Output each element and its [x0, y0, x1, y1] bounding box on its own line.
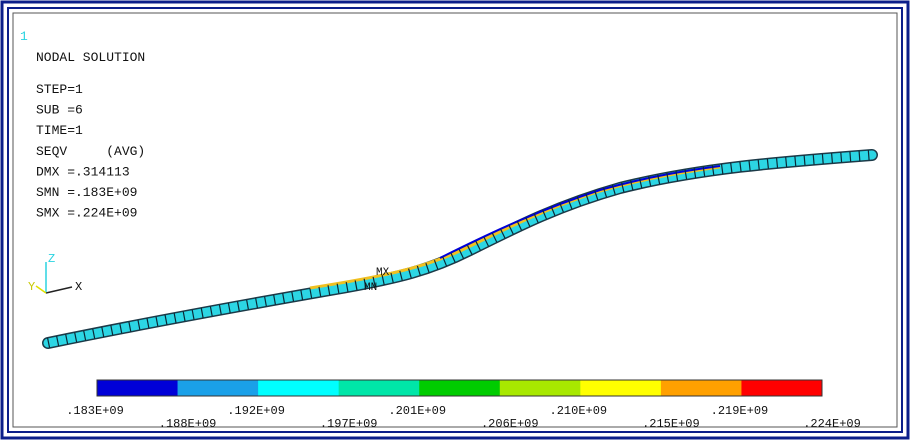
legend-label: .215E+09	[642, 417, 700, 431]
ansys-graphics-window: 1 NODAL SOLUTION STEP=1 SUB =6 TIME=1 SEQV …	[0, 0, 910, 440]
legend-swatch	[97, 380, 178, 396]
legend-swatch	[339, 380, 420, 396]
legend-label: .197E+09	[320, 417, 378, 431]
max-marker: MX	[376, 267, 390, 279]
info-line: SMN =.183E+09	[36, 185, 137, 200]
legend-label: .192E+09	[227, 404, 285, 418]
info-line: DMX =.314113	[36, 164, 130, 179]
legend-label: .224E+09	[803, 417, 861, 431]
info-line: SUB =6	[36, 103, 83, 118]
legend-label: .183E+09	[66, 404, 124, 418]
info-line: STEP=1	[36, 82, 83, 97]
triad-z-label: Z	[48, 252, 55, 266]
legend-label: .210E+09	[550, 404, 608, 418]
legend-label: .219E+09	[711, 404, 769, 418]
legend-label: .206E+09	[481, 417, 539, 431]
plot-title: NODAL SOLUTION	[36, 50, 145, 65]
legend-swatch	[178, 380, 259, 396]
window-number: 1	[20, 29, 28, 44]
legend-label: .201E+09	[388, 404, 446, 418]
triad-x-label: X	[75, 280, 82, 294]
triad-y-label: Y	[28, 280, 35, 294]
legend-swatch	[661, 380, 742, 396]
legend-swatch	[419, 380, 500, 396]
legend-swatch	[580, 380, 661, 396]
min-marker: MN	[364, 282, 377, 294]
info-line: SMX =.224E+09	[36, 206, 137, 221]
legend-label: .188E+09	[159, 417, 217, 431]
legend-swatch	[500, 380, 581, 396]
legend-swatch	[741, 380, 822, 396]
info-line: SEQV (AVG)	[36, 144, 145, 159]
info-line: TIME=1	[36, 123, 83, 138]
legend-swatch	[258, 380, 339, 396]
